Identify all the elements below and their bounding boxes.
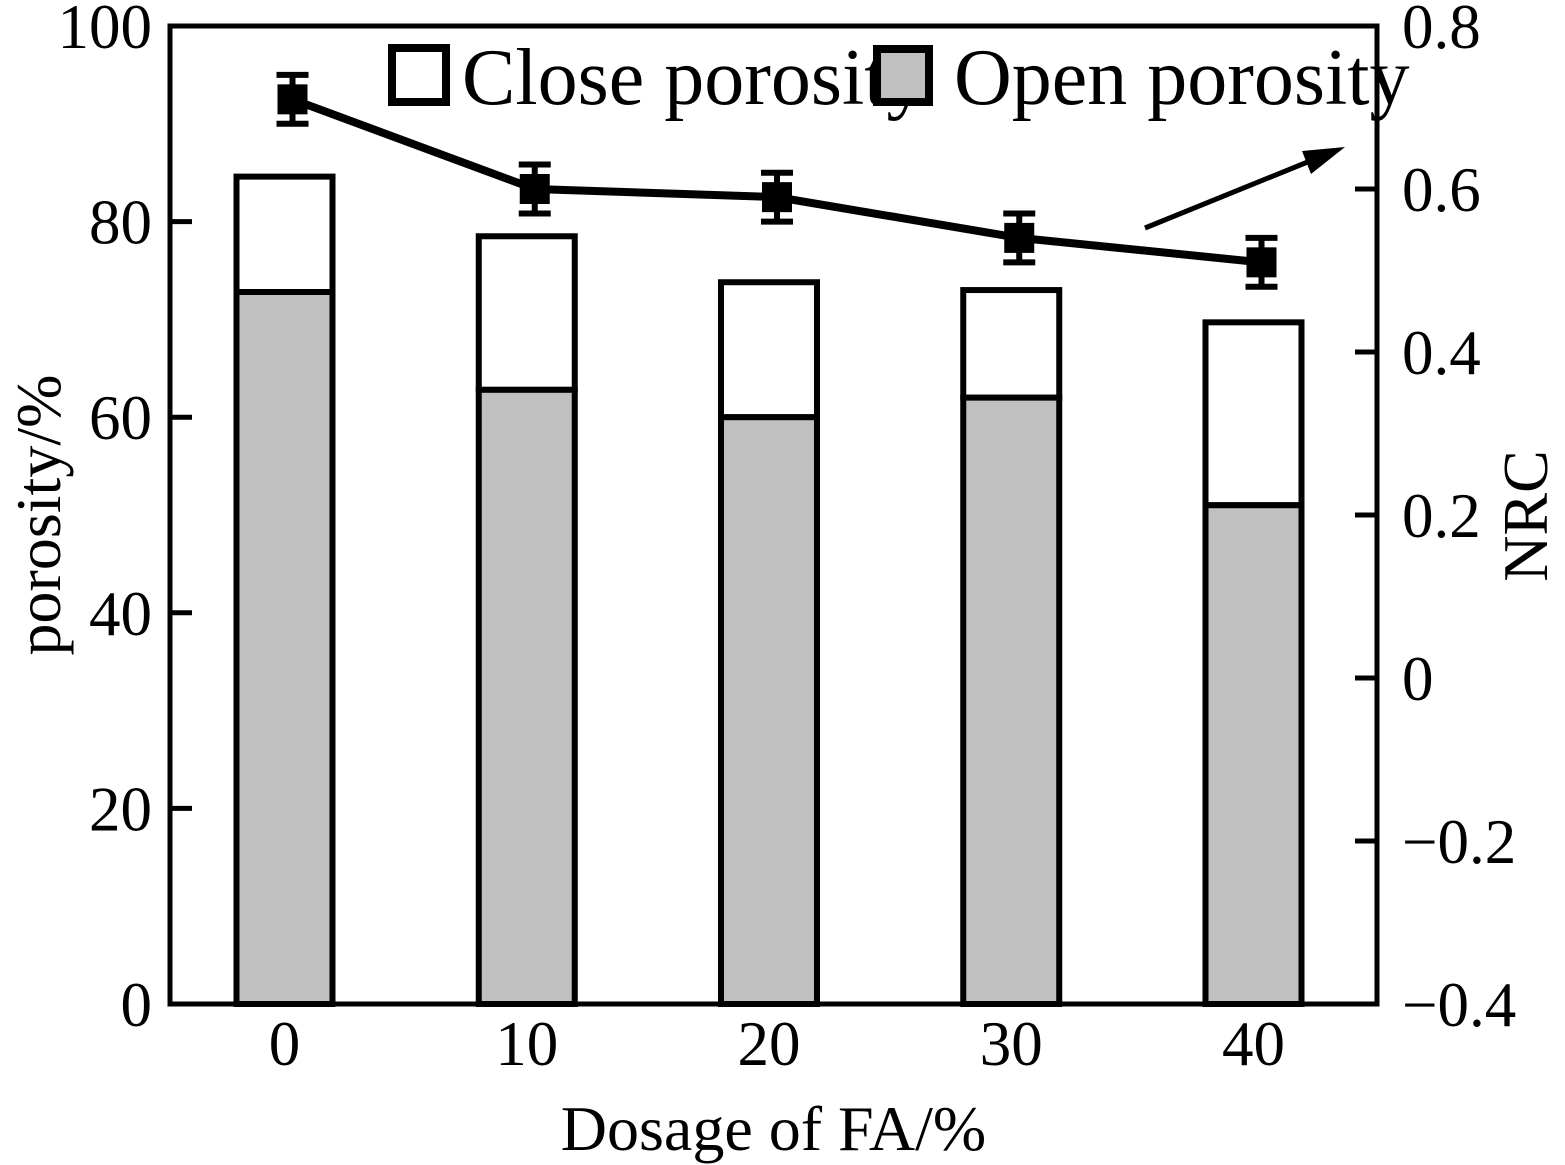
- left-tick-label-80: 80: [89, 188, 152, 258]
- right-tick-label-0.2: 0.2: [1402, 481, 1481, 551]
- right-tick-label-0: 0: [1402, 644, 1434, 714]
- nrc-marker-10: [519, 174, 550, 204]
- right-tick-label-0.4: 0.4: [1402, 318, 1481, 388]
- bar-open-porosity-10: [475, 386, 578, 1008]
- left-tick-label-20: 20: [89, 774, 152, 844]
- x-tick-label-40: 40: [1222, 1009, 1285, 1079]
- left-axis-title: porosity/%: [3, 375, 74, 656]
- x-tick-label-30: 30: [980, 1009, 1043, 1079]
- x-tick-label-10: 10: [495, 1009, 558, 1079]
- left-tick-label-0: 0: [121, 970, 153, 1040]
- bar-close-porosity-30: [960, 287, 1063, 401]
- nrc-axis-arrowhead-icon: [1302, 147, 1345, 174]
- bar-open-porosity-0: [233, 289, 336, 1007]
- left-tick-label-40: 40: [89, 579, 152, 649]
- bar-open-porosity-40: [1202, 502, 1305, 1007]
- legend-label-open-porosity: Open porosity: [954, 34, 1410, 122]
- bar-close-porosity-40: [1202, 319, 1305, 509]
- bar-close-porosity-20: [718, 279, 820, 421]
- x-tick-label-0: 0: [269, 1009, 301, 1079]
- bar-close-porosity-0: [233, 173, 336, 296]
- nrc-axis-arrow-shaft: [1144, 156, 1316, 231]
- bar-open-porosity-30: [960, 394, 1063, 1007]
- right-tick-label-−0.4: −0.4: [1402, 970, 1516, 1040]
- nrc-marker-40: [1246, 247, 1277, 278]
- nrc-marker-0: [277, 84, 308, 115]
- x-tick-label-20: 20: [738, 1009, 801, 1079]
- left-tick-label-60: 60: [89, 383, 152, 453]
- right-axis-title: NRC: [1490, 450, 1561, 582]
- right-tick-label-0.6: 0.6: [1402, 155, 1481, 225]
- bar-open-porosity-20: [718, 414, 820, 1007]
- nrc-marker-30: [1004, 222, 1035, 253]
- legend-swatch-close-porosity-icon: [388, 44, 450, 106]
- right-tick-label-−0.2: −0.2: [1402, 807, 1516, 877]
- right-tick-label-0.8: 0.8: [1402, 0, 1481, 62]
- bar-close-porosity-10: [475, 233, 578, 393]
- x-axis-title: Dosage of FA/%: [561, 1093, 986, 1164]
- legend-label-close-porosity: Close porosity: [462, 34, 926, 122]
- left-tick-label-100: 100: [58, 0, 153, 62]
- nrc-marker-20: [762, 182, 792, 213]
- legend-swatch-open-porosity-icon: [873, 45, 933, 106]
